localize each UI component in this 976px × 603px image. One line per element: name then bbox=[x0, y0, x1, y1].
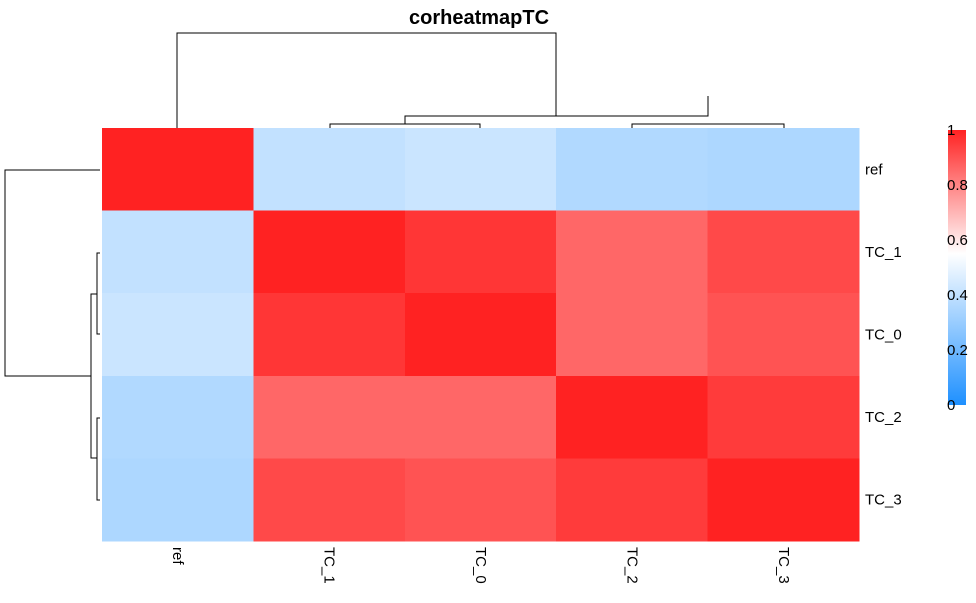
heatmap-cell-tc3-tc2 bbox=[556, 458, 709, 542]
legend-tick-label: 0.6 bbox=[947, 232, 968, 249]
column-label: TC_2 bbox=[623, 547, 640, 584]
legend-tick-label: 1 bbox=[947, 122, 955, 139]
legend-tick-label: 0 bbox=[947, 397, 955, 414]
heatmap-cell-tc0-tc0 bbox=[404, 293, 557, 377]
column-labels: ref TC_1 TC_0 TC_2 TC_3 bbox=[169, 547, 792, 584]
heatmap-cell-tc2-tc3 bbox=[707, 375, 860, 459]
legend-tick-label: 0.8 bbox=[947, 177, 968, 194]
column-label: TC_1 bbox=[321, 547, 338, 584]
heatmap-cell-tc0-tc2 bbox=[556, 293, 709, 377]
column-label: TC_3 bbox=[775, 547, 792, 584]
heatmap-cell-tc0-ref bbox=[102, 293, 254, 377]
heatmap-cell-tc3-ref bbox=[102, 458, 254, 542]
color-legend: 0 0.2 0.4 0.6 0.8 1 bbox=[947, 122, 968, 414]
row-dendrogram-branch bbox=[4, 169, 100, 501]
row-label: TC_2 bbox=[865, 409, 902, 426]
heatmap-cell-tc1-tc3 bbox=[707, 210, 860, 294]
heatmap-cell-ref-tc1 bbox=[253, 128, 406, 212]
column-label: TC_0 bbox=[472, 547, 489, 584]
heatmap-cell-tc2-tc0 bbox=[404, 375, 557, 459]
heatmap-cell-tc1-tc2 bbox=[556, 210, 709, 294]
legend-tick-label: 0.4 bbox=[947, 287, 968, 304]
chart-title: corheatmapTC bbox=[409, 7, 549, 29]
column-label: ref bbox=[169, 547, 186, 565]
heatmap-cell-ref-tc0 bbox=[404, 128, 557, 212]
legend-tick-label: 0.2 bbox=[947, 342, 968, 359]
heatmap-cell-tc3-tc3 bbox=[707, 458, 860, 542]
row-label: TC_0 bbox=[865, 327, 902, 344]
heatmap-cell-tc1-tc0 bbox=[404, 210, 557, 294]
heatmap-cell-tc1-ref bbox=[102, 210, 254, 294]
heatmap-cells bbox=[102, 128, 860, 542]
heatmap-cell-tc0-tc3 bbox=[707, 293, 860, 377]
heatmap-cell-ref-ref bbox=[102, 128, 254, 212]
row-label: TC_1 bbox=[865, 244, 902, 261]
heatmap-cell-tc2-tc2 bbox=[556, 375, 709, 459]
heatmap-cell-tc0-tc1 bbox=[253, 293, 406, 377]
heatmap-cell-tc1-tc1 bbox=[253, 210, 406, 294]
heatmap-cell-tc3-tc1 bbox=[253, 458, 406, 542]
row-dendrogram bbox=[4, 169, 100, 501]
column-dendrogram-branch bbox=[176, 32, 785, 128]
row-labels: ref TC_1 TC_0 TC_2 TC_3 bbox=[865, 161, 902, 508]
column-dendrogram bbox=[176, 32, 785, 128]
heatmap-cell-ref-tc2 bbox=[556, 128, 709, 212]
heatmap-cell-tc2-tc1 bbox=[253, 375, 406, 459]
row-label: TC_3 bbox=[865, 492, 902, 509]
row-label: ref bbox=[865, 161, 883, 178]
legend-color-bar bbox=[948, 130, 966, 405]
heatmap-cell-ref-tc3 bbox=[707, 128, 860, 212]
heatmap-cell-tc2-ref bbox=[102, 375, 254, 459]
legend-ticks: 0 0.2 0.4 0.6 0.8 1 bbox=[947, 122, 968, 414]
heatmap-cell-tc3-tc0 bbox=[404, 458, 557, 542]
